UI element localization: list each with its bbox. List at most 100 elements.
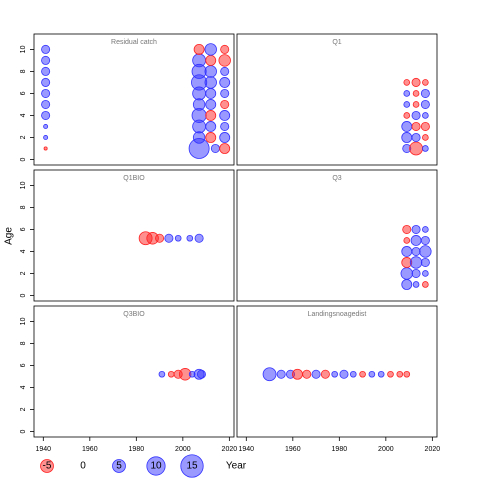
bubble [422, 134, 429, 141]
bubble [411, 246, 421, 256]
y-axis-label: Age [4, 227, 15, 245]
bubble [220, 66, 230, 76]
y-tick-label: 8 [20, 341, 27, 345]
bubble [422, 79, 429, 86]
y-tick-label: 4 [20, 249, 27, 253]
x-tick-label: 2020 [222, 446, 238, 453]
bubble [41, 99, 51, 109]
bubble [192, 98, 206, 111]
bubble [158, 370, 166, 378]
bubble [220, 99, 230, 109]
x-tick-label: 1940 [36, 446, 52, 453]
bubble [218, 54, 231, 67]
bubble [41, 110, 51, 120]
legend-label: 0 [80, 461, 86, 472]
panel-title: Residual catch [111, 39, 157, 46]
y-tick-label: 6 [20, 227, 27, 231]
panel-frame [236, 169, 438, 302]
legend-label: 15 [186, 461, 198, 472]
bubble [186, 234, 194, 242]
bubble [420, 99, 430, 109]
panel-frame [33, 169, 235, 302]
x-tick-label: 2000 [175, 446, 191, 453]
x-tick-label: 2020 [425, 446, 441, 453]
bubble [396, 370, 404, 378]
y-tick-label: 10 [20, 317, 27, 325]
bubble [174, 234, 182, 242]
bubble [387, 370, 394, 378]
y-tick-label: 4 [20, 113, 27, 117]
bubble [192, 53, 207, 68]
bubble [193, 43, 205, 55]
y-tick-label: 10 [20, 181, 27, 189]
bubble [411, 77, 421, 87]
bubble [401, 246, 413, 257]
panel-title: Landingsnoagedist [308, 311, 367, 318]
bubble [331, 370, 338, 378]
bubble [262, 367, 277, 382]
bubble [409, 256, 423, 269]
bubble [205, 110, 217, 121]
bubble [411, 132, 421, 142]
bubble [339, 369, 349, 379]
panel-frame [33, 33, 235, 166]
bubble [292, 368, 303, 380]
bubble [205, 54, 217, 66]
bubble [41, 44, 51, 54]
y-tick-label: 8 [20, 69, 27, 73]
bubble [205, 121, 217, 132]
bubble [311, 369, 321, 379]
bubble [422, 112, 429, 119]
bubble [192, 131, 206, 144]
bubble [204, 76, 217, 89]
bubble [167, 370, 175, 378]
x-tick-label: 1940 [239, 446, 255, 453]
bubble [419, 245, 432, 258]
bubble [422, 281, 429, 288]
legend-label: 10 [150, 461, 162, 472]
panel-title: Q3 [332, 175, 341, 182]
y-tick-label: 0 [20, 157, 27, 161]
bubble [219, 132, 231, 143]
y-tick-label: 6 [20, 91, 27, 95]
bubble [164, 233, 174, 243]
bubble [220, 88, 230, 98]
bubble [219, 143, 231, 154]
bubble [196, 369, 206, 379]
bubble [276, 369, 286, 379]
bubble [420, 257, 430, 267]
bubble [205, 132, 217, 143]
bubble [401, 121, 413, 132]
bubble [403, 90, 411, 97]
bubble [368, 370, 376, 378]
panel-title: Q1 [332, 39, 341, 46]
y-tick-label: 2 [20, 135, 27, 139]
bubble [410, 235, 422, 246]
legend-label: -5 [43, 461, 52, 472]
x-tick-label: 1960 [285, 446, 301, 453]
bubble [41, 55, 51, 65]
bubble [411, 121, 421, 131]
bubble [403, 370, 411, 378]
bubble [411, 268, 421, 278]
panel-title: Q1BIO [123, 175, 145, 182]
bubble [403, 101, 411, 108]
bubble [422, 226, 429, 233]
y-tick-label: 0 [20, 429, 27, 433]
bubble [155, 233, 165, 243]
bubble [411, 224, 421, 234]
bubble [220, 121, 230, 131]
bubble [349, 370, 357, 378]
x-tick-label: 2000 [378, 446, 394, 453]
bubble [420, 235, 430, 245]
bubble [302, 369, 312, 379]
bubble [409, 141, 423, 156]
y-tick-label: 10 [20, 45, 27, 53]
bubble [412, 281, 420, 288]
x-tick-label: 1980 [129, 446, 145, 453]
x-tick-label: 1980 [332, 446, 348, 453]
bubble [420, 88, 430, 98]
bubble [359, 370, 366, 378]
